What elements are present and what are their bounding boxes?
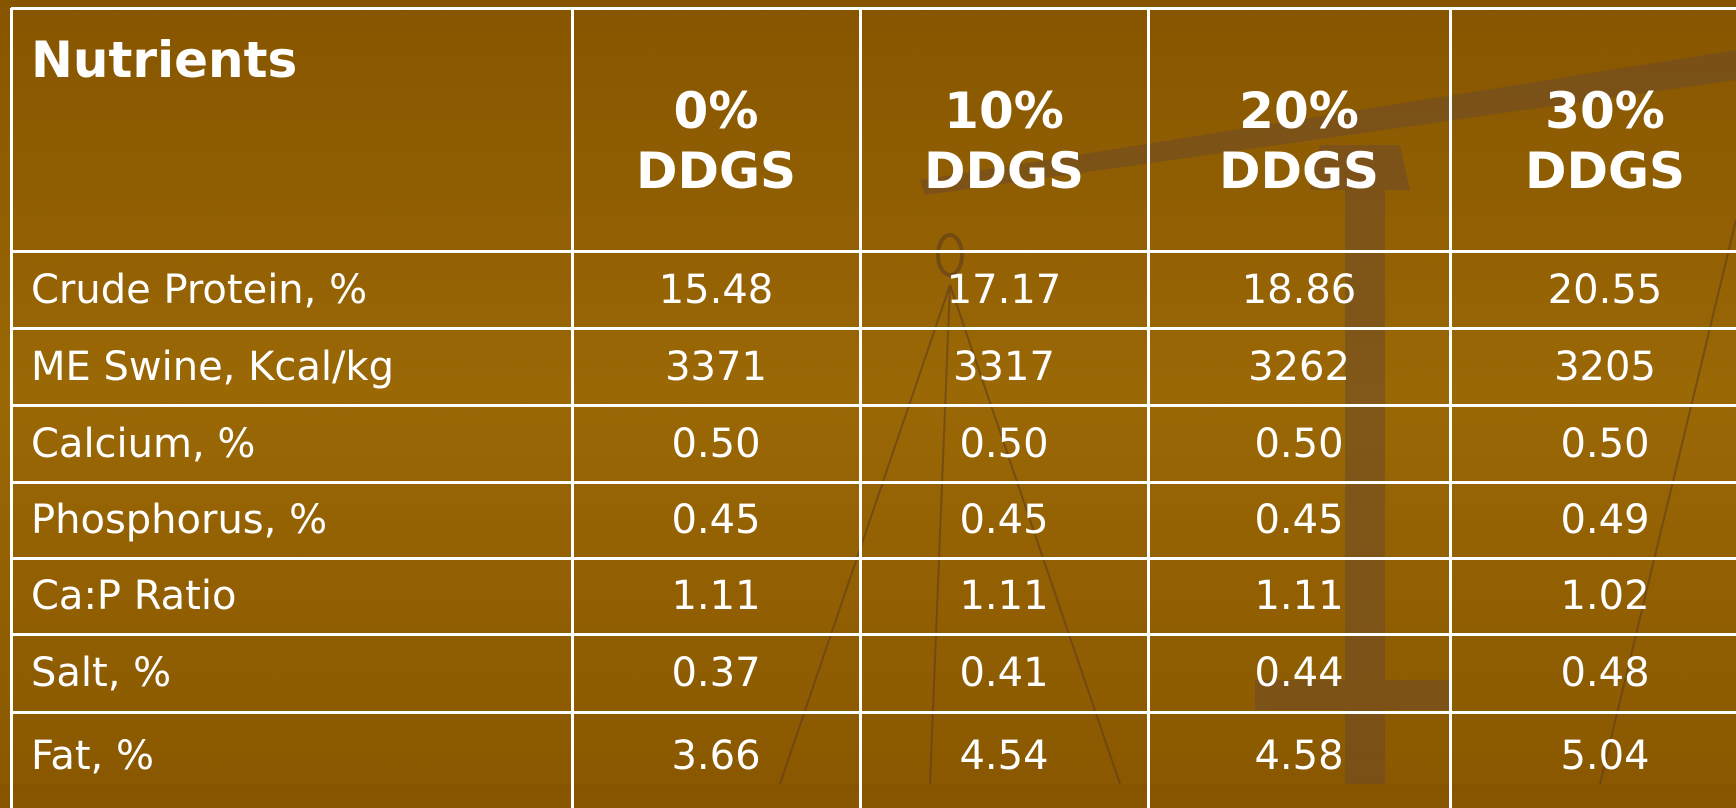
nutrient-table: Nutrients 0% DDGS 10% DDGS 20% DDGS 30% DDGS Crud… [0, 0, 1736, 784]
cell-border [11, 633, 1736, 636]
cell-border [11, 327, 1736, 330]
header-cell: 30% DDGS [1450, 8, 1736, 251]
header-cell: Nutrients [11, 8, 572, 251]
header-text: DDGS [923, 141, 1085, 200]
value-cell: 1.11 [671, 573, 761, 619]
cell-border [11, 250, 1736, 253]
scale-hook [936, 233, 964, 277]
cell-border [11, 711, 1736, 714]
cell-border [11, 481, 1736, 484]
cell-border [571, 8, 574, 808]
header-text: 30% [1545, 81, 1665, 140]
header-cell: 20% DDGS [1148, 8, 1450, 251]
value-cell: 18.86 [1241, 266, 1357, 313]
scale-cap [1310, 145, 1410, 190]
cell-border [11, 404, 1736, 407]
value-cell: 0.44 [1254, 650, 1344, 696]
value-cell: 20.55 [1547, 266, 1663, 313]
value-cell: 0.45 [1254, 497, 1344, 543]
value-cell: 3262 [1248, 343, 1350, 390]
row-label: Crude Protein, % [31, 266, 368, 313]
row-label: Salt, % [31, 650, 172, 696]
header-text: DDGS [1524, 141, 1686, 200]
scale-string [929, 284, 951, 784]
value-cell: 0.45 [671, 497, 761, 543]
value-cell: 3.66 [671, 733, 761, 779]
value-cell: 3205 [1554, 343, 1656, 390]
row-label: Phosphorus, % [31, 497, 328, 543]
scale-beam [920, 50, 1736, 195]
header-text: 20% [1239, 81, 1359, 140]
row-label: Ca:P Ratio [31, 573, 237, 619]
value-cell: 4.54 [959, 733, 1049, 779]
header-cell: 0% DDGS [572, 8, 860, 251]
value-cell: 0.50 [1254, 420, 1344, 467]
value-cell: 0.45 [959, 497, 1049, 543]
cell-border [1147, 8, 1150, 808]
value-cell: 1.02 [1560, 573, 1650, 619]
header-cell: 10% DDGS [860, 8, 1148, 251]
cell-border [859, 8, 862, 808]
value-cell: 4.58 [1254, 733, 1344, 779]
row-label: Calcium, % [31, 420, 256, 467]
header-text: Nutrients [31, 31, 298, 89]
row-label: ME Swine, Kcal/kg [31, 343, 394, 390]
value-cell: 0.50 [671, 420, 761, 467]
value-cell: 0.49 [1560, 497, 1650, 543]
value-cell: 0.37 [671, 650, 761, 696]
header-text: DDGS [635, 141, 797, 200]
header-text: DDGS [1218, 141, 1380, 200]
scale-illustration [779, 50, 1736, 784]
cell-border [10, 8, 13, 808]
value-cell: 0.41 [959, 650, 1049, 696]
value-cell: 15.48 [658, 266, 774, 313]
scale-string [1599, 219, 1736, 784]
slide: Nutrients 0% DDGS 10% DDGS 20% DDGS 30% DDGS Crud… [0, 0, 1736, 784]
cell-border [11, 7, 1736, 10]
value-cell: 1.11 [1254, 573, 1344, 619]
value-cell: 17.17 [946, 266, 1062, 313]
cell-border [11, 557, 1736, 560]
value-cell: 3371 [665, 343, 767, 390]
value-cell: 3317 [953, 343, 1055, 390]
header-text: 10% [944, 81, 1064, 140]
scale-string [779, 284, 951, 784]
header-text: 0% [673, 81, 759, 140]
value-cell: 1.11 [959, 573, 1049, 619]
row-label: Fat, % [31, 733, 154, 779]
value-cell: 0.50 [959, 420, 1049, 467]
value-cell: 5.04 [1560, 733, 1650, 779]
scale-base [1255, 680, 1450, 710]
scale-string [949, 284, 1121, 784]
value-cell: 0.50 [1560, 420, 1650, 467]
value-cell: 0.48 [1560, 650, 1650, 696]
cell-border [1449, 8, 1452, 808]
